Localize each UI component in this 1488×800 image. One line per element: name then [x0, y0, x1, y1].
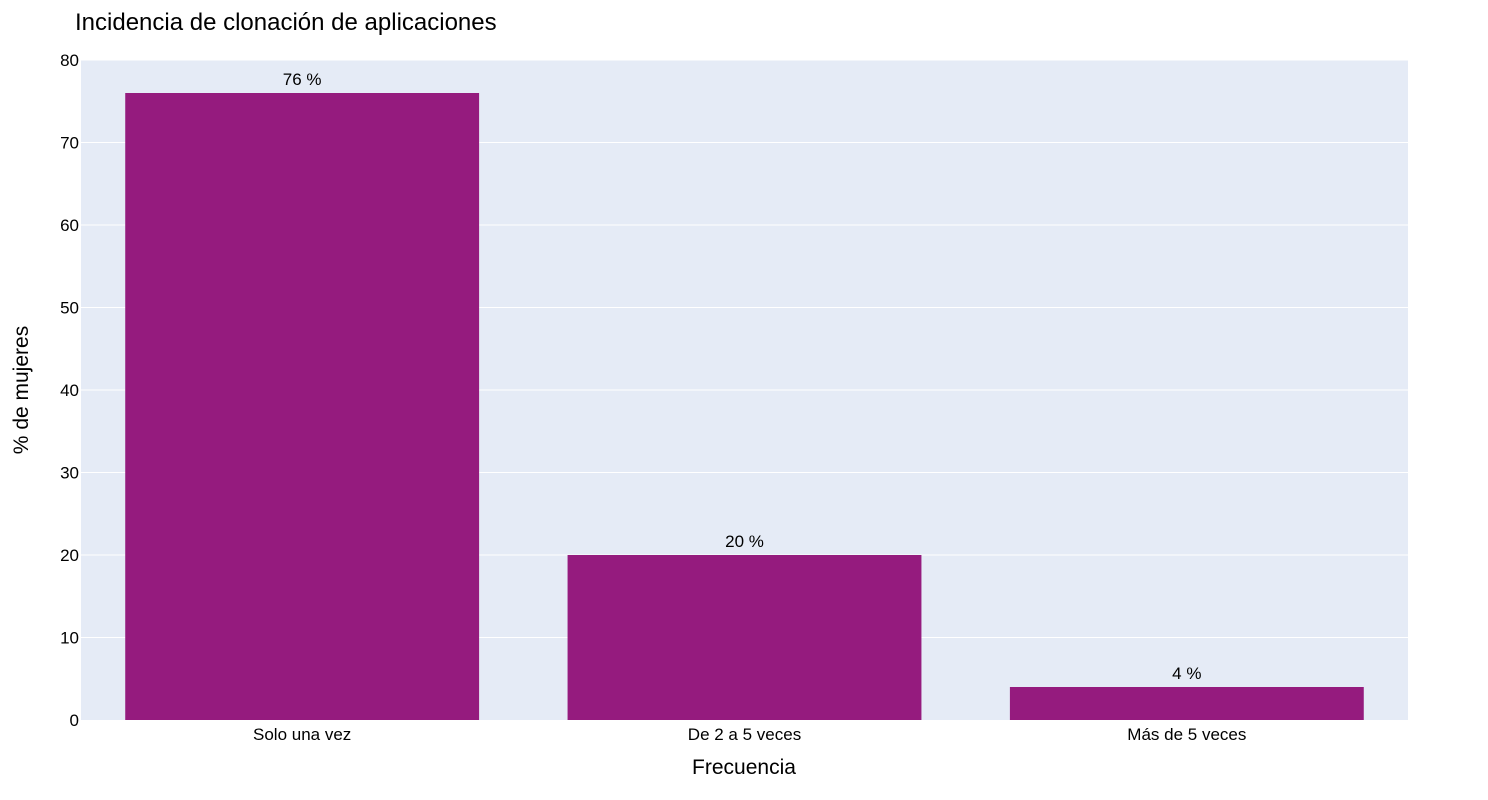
- y-tick-label: 10: [60, 629, 79, 648]
- y-tick-label: 30: [60, 464, 79, 483]
- chart-title: Incidencia de clonación de aplicaciones: [75, 9, 497, 36]
- x-axis-title: Frecuencia: [692, 756, 796, 779]
- x-tick-label: De 2 a 5 veces: [688, 725, 801, 744]
- x-tick-label: Más de 5 veces: [1127, 725, 1246, 744]
- bars: 76 % 20 % 4 %: [125, 70, 1364, 720]
- bar: [125, 93, 480, 720]
- y-axis-ticks: 0 10 20 30 40 50 60 70 80: [60, 51, 79, 730]
- y-tick-label: 50: [60, 299, 79, 318]
- x-tick-label: Solo una vez: [253, 725, 351, 744]
- y-axis-title: % de mujeres: [10, 326, 33, 454]
- y-tick-label: 0: [70, 711, 79, 730]
- bar-value-label: 4 %: [1172, 664, 1201, 683]
- x-axis-ticks: Solo una vez De 2 a 5 veces Más de 5 veces: [253, 725, 1246, 744]
- bar: [567, 555, 922, 720]
- y-tick-label: 20: [60, 546, 79, 565]
- bar-value-label: 76 %: [283, 70, 322, 89]
- bar: [1009, 687, 1364, 720]
- bar-value-label: 20 %: [725, 532, 764, 551]
- y-tick-label: 80: [60, 51, 79, 70]
- y-tick-label: 40: [60, 381, 79, 400]
- y-tick-label: 70: [60, 134, 79, 153]
- y-tick-label: 60: [60, 216, 79, 235]
